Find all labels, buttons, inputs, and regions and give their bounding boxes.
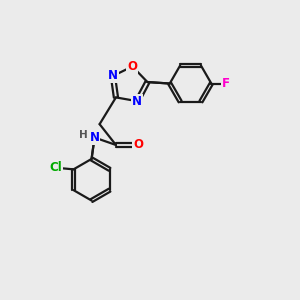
Text: O: O	[133, 139, 143, 152]
Text: N: N	[89, 131, 100, 144]
Text: O: O	[128, 60, 137, 73]
Text: H: H	[79, 130, 88, 140]
Text: F: F	[222, 77, 230, 90]
Text: N: N	[132, 95, 142, 108]
Text: Cl: Cl	[49, 161, 62, 174]
Text: N: N	[108, 70, 118, 83]
